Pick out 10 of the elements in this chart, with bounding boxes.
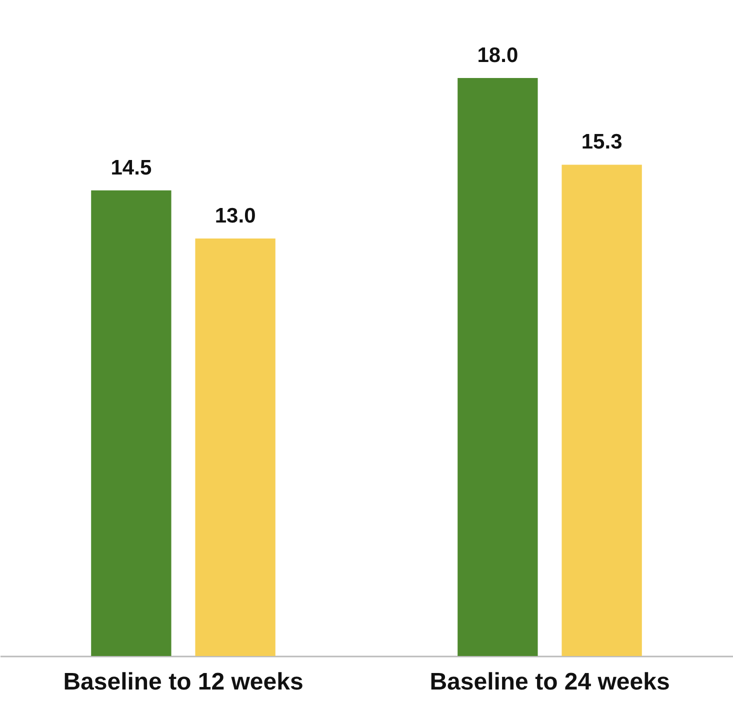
x-tick-label: Baseline to 12 weeks	[63, 668, 304, 696]
bar	[562, 164, 642, 656]
x-tick-label: Baseline to 24 weeks	[430, 668, 670, 696]
data-label: 15.3	[581, 130, 622, 154]
data-label: 14.5	[110, 156, 152, 180]
bar	[195, 238, 276, 656]
bar	[458, 78, 538, 656]
data-label: 13.0	[214, 204, 256, 228]
bar	[91, 190, 172, 656]
data-label: 18.0	[477, 44, 518, 67]
